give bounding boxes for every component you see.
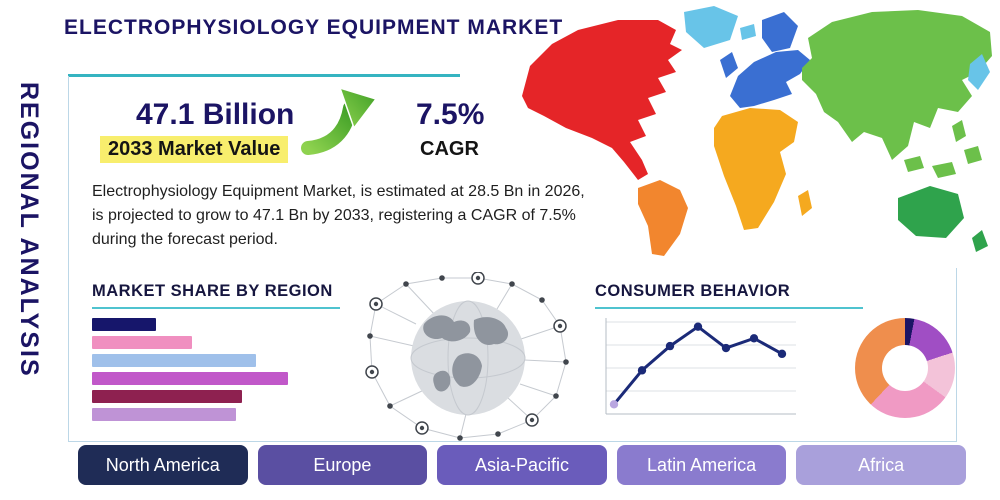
- line-point-5: [721, 343, 731, 353]
- consumer-line-plot: [605, 318, 796, 415]
- region-philippines: [952, 120, 966, 142]
- region-button-africa[interactable]: Africa: [796, 445, 966, 485]
- page-title: ELECTROPHYSIOLOGY EQUIPMENT MARKET: [64, 16, 564, 39]
- market-share-bar-chart: [92, 318, 292, 421]
- bar-region-1: [92, 318, 156, 331]
- panel-border-bottom: [68, 441, 957, 442]
- cagr-value-stat: 7.5%: [416, 98, 485, 131]
- regional-donut-chart: [855, 318, 955, 418]
- bar-region-2: [92, 336, 192, 349]
- continent-asia: [802, 10, 992, 160]
- panel-accent-line: [68, 74, 460, 77]
- continent-south-america: [638, 180, 688, 256]
- region-se-asia-2: [932, 162, 956, 178]
- line-point-7: [777, 349, 787, 359]
- bar-region-4: [92, 372, 288, 385]
- market-value-stat: 47.1 Billion: [136, 98, 295, 131]
- region-button-north-america[interactable]: North America: [78, 445, 248, 485]
- globe-network-graphic: [365, 272, 569, 441]
- region-madagascar: [798, 190, 812, 216]
- region-new-zealand: [972, 230, 988, 252]
- cagr-caption: CAGR: [420, 138, 479, 160]
- continent-africa: [714, 108, 798, 230]
- growth-arrow-icon: [301, 86, 378, 155]
- region-scandinavia: [762, 12, 798, 52]
- continent-europe: [730, 50, 810, 108]
- continent-north-america: [522, 20, 682, 180]
- line-point-1: [609, 400, 619, 409]
- consumer-behavior-section: CONSUMER BEHAVIOR: [595, 282, 863, 309]
- bar-region-5: [92, 390, 242, 403]
- market-value-caption: 2033 Market Value: [100, 136, 289, 163]
- region-button-asia-pacific[interactable]: Asia-Pacific: [437, 445, 607, 485]
- region-greenland: [684, 6, 738, 48]
- region-se-asia-3: [964, 146, 982, 164]
- vertical-section-label: REGIONAL ANALYSIS: [15, 82, 43, 378]
- market-share-section: MARKET SHARE BY REGION: [92, 282, 340, 309]
- donut-hole: [882, 345, 928, 391]
- region-button-latin-america[interactable]: Latin America: [616, 445, 787, 485]
- world-map: [522, 6, 992, 256]
- bar-region-3: [92, 354, 256, 367]
- region-button-row: North America Europe Asia-Pacific Latin …: [78, 445, 966, 485]
- continent-australia: [898, 186, 964, 238]
- market-summary-text: Electrophysiology Equipment Market, is e…: [92, 183, 585, 248]
- region-japan: [968, 54, 990, 90]
- region-button-europe[interactable]: Europe: [257, 445, 428, 485]
- market-share-heading: MARKET SHARE BY REGION: [92, 282, 340, 309]
- line-point-4: [693, 322, 703, 331]
- panel-border-right: [956, 268, 957, 442]
- region-iceland: [740, 24, 756, 40]
- region-uk: [720, 52, 738, 78]
- bar-region-6: [92, 408, 236, 421]
- region-se-asia-1: [904, 156, 924, 172]
- line-point-2: [637, 366, 647, 375]
- line-point-6: [749, 334, 759, 343]
- panel-border-left: [68, 76, 69, 442]
- line-point-3: [665, 341, 675, 351]
- consumer-behavior-heading: CONSUMER BEHAVIOR: [595, 282, 863, 309]
